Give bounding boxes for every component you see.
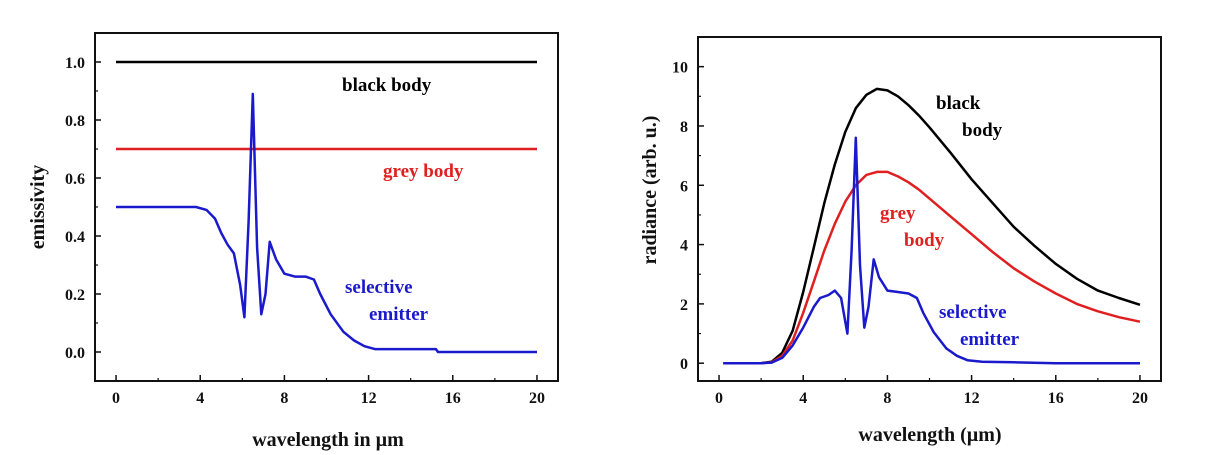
x-tick-label: 8 bbox=[883, 390, 891, 407]
annotation-body-grey: body bbox=[904, 230, 945, 251]
series-black-body-line bbox=[723, 87, 1141, 365]
y-tick-label: 0.6 bbox=[65, 171, 85, 188]
x-tick-label: 4 bbox=[799, 390, 807, 407]
annotation-grey: grey bbox=[880, 203, 916, 224]
y-tick-label: 6 bbox=[680, 178, 688, 195]
x-axis-label: wavelength in µm bbox=[252, 429, 404, 451]
y-tick-label: 8 bbox=[680, 119, 688, 136]
x-axis-label: wavelength (µm) bbox=[858, 424, 1001, 446]
annotation-emitter: emitter bbox=[369, 304, 429, 325]
y-tick-label: 2 bbox=[680, 297, 688, 314]
x-tick-label: 4 bbox=[196, 390, 204, 407]
x-tick-label: 20 bbox=[529, 390, 545, 407]
emissivity-chart: 0 4 8 12 16 20 0.0 0.2 0.4 0.6 0.8 1.0 wavelength i… bbox=[27, 32, 559, 451]
y-tick-label: 10 bbox=[672, 60, 688, 77]
annotation-body: body bbox=[962, 120, 1003, 141]
annotation-selective: selective bbox=[939, 302, 1007, 323]
annotation-grey-body: grey body bbox=[383, 161, 464, 182]
y-tick-label: 0.0 bbox=[65, 345, 85, 362]
y-axis-label: radiance (arb. u.) bbox=[639, 116, 661, 265]
annotation-black: black bbox=[936, 93, 981, 114]
x-tick-label: 12 bbox=[361, 390, 377, 407]
y-tick-label: 4 bbox=[680, 238, 688, 255]
y-tick-label: 0.8 bbox=[65, 113, 85, 130]
y-tick-label: 0.4 bbox=[65, 229, 85, 246]
x-tick-label: 16 bbox=[445, 390, 461, 407]
x-tick-label: 16 bbox=[1048, 390, 1064, 407]
x-tick-label: 12 bbox=[964, 390, 980, 407]
x-tick-label: 0 bbox=[715, 390, 723, 407]
radiance-chart: 0 4 8 12 16 20 0 2 4 6 8 10 wavelength (µm) radianc… bbox=[639, 36, 1162, 446]
annotation-selective: selective bbox=[345, 277, 413, 298]
x-tick-label: 20 bbox=[1132, 390, 1148, 407]
y-tick-label: 0 bbox=[680, 356, 688, 373]
series-selective-emitter-line bbox=[116, 92, 537, 354]
y-axis-label: emissivity bbox=[27, 165, 49, 249]
y-tick-label: 1.0 bbox=[65, 55, 85, 72]
plot-frame bbox=[697, 36, 1162, 382]
annotation-emitter: emitter bbox=[960, 329, 1020, 350]
y-tick-label: 0.2 bbox=[65, 287, 85, 304]
series-grey-body-line bbox=[723, 170, 1141, 365]
x-tick-label: 0 bbox=[112, 390, 120, 407]
annotation-black-body: black body bbox=[342, 75, 432, 96]
x-tick-label: 8 bbox=[280, 390, 288, 407]
series-selective-emitter-line bbox=[723, 136, 1140, 365]
